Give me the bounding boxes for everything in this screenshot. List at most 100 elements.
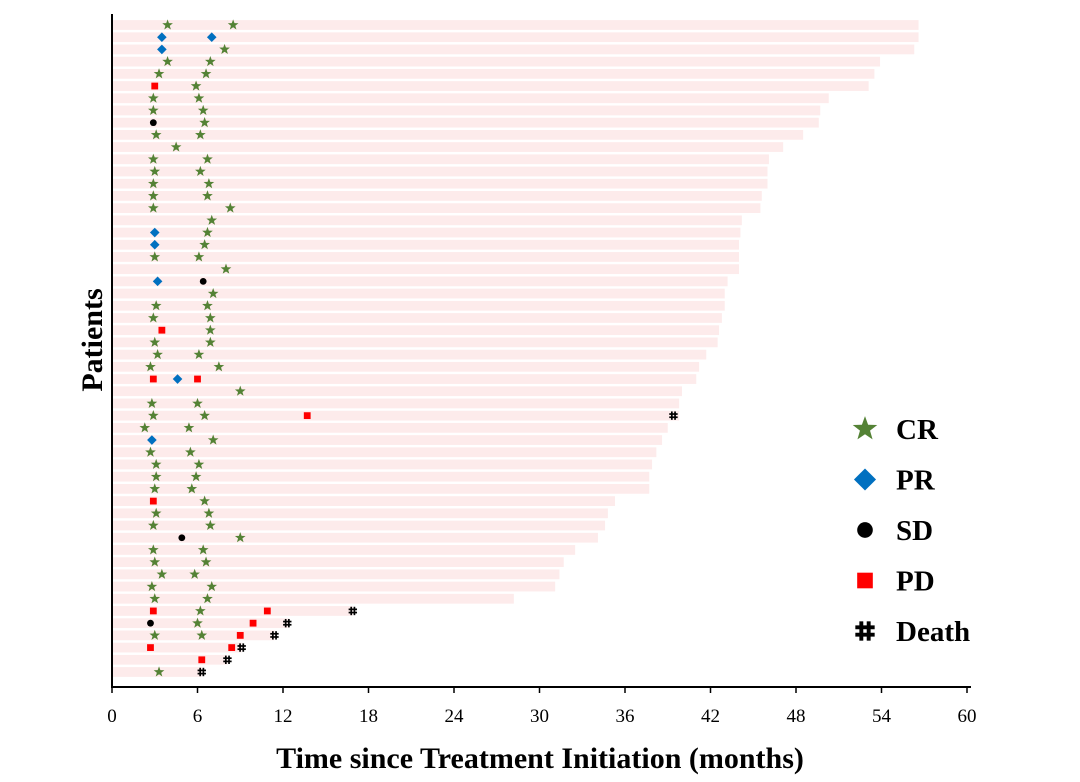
patient-bar: [113, 203, 761, 213]
event-marker-pd: [158, 326, 166, 334]
legend: CR PR SD PD Death: [852, 414, 970, 648]
event-marker-sd: [178, 534, 186, 542]
event-marker-cr: [203, 178, 215, 189]
event-marker-cr: [224, 202, 236, 213]
patient-bar: [113, 252, 739, 262]
event-marker-cr: [146, 580, 158, 592]
x-tick-label: 12: [274, 706, 293, 727]
event-marker-cr: [190, 80, 202, 91]
event-marker-cr: [227, 19, 239, 30]
patient-bar: [113, 300, 725, 311]
axes-layer: 0 6 12 18 24 30 36 42 48 54 60: [107, 14, 977, 727]
event-marker-cr: [202, 190, 213, 201]
event-marker-cr: [148, 544, 159, 555]
event-marker-pd: [263, 607, 271, 615]
event-marker-cr: [220, 263, 232, 274]
event-marker-pd: [147, 644, 154, 651]
legend-item-cr: CR: [852, 414, 939, 446]
event-marker-cr: [199, 410, 210, 421]
patient-bar: [113, 410, 680, 421]
patient-bar: [113, 496, 616, 506]
patient-bar: [113, 154, 769, 165]
x-tick-label: 18: [359, 706, 378, 727]
event-marker-cr: [148, 202, 159, 213]
event-marker-cr: [148, 92, 159, 103]
event-marker-cr: [153, 68, 165, 79]
event-marker-sd: [149, 119, 157, 127]
event-marker-cr: [205, 336, 216, 347]
event-marker-cr: [202, 593, 213, 604]
event-marker-cr: [148, 104, 159, 115]
event-marker-pd: [149, 375, 157, 383]
event-marker-cr: [193, 92, 205, 103]
legend-item-death: Death: [855, 616, 970, 648]
event-marker-cr: [150, 471, 162, 482]
event-marker-pd: [149, 497, 157, 505]
patient-bar: [113, 20, 919, 30]
event-marker-cr: [192, 397, 203, 408]
patient-bar: [113, 264, 739, 275]
event-marker-cr: [199, 117, 210, 128]
event-marker-pr: [172, 374, 183, 384]
x-tick-label: 54: [872, 706, 892, 727]
patient-bar: [113, 239, 739, 250]
event-marker-cr: [196, 629, 208, 640]
event-marker-pr: [152, 276, 163, 287]
patient-bar: [113, 68, 875, 79]
x-ticks: 0 6 12 18 24 30 36 42 48 54 60: [107, 687, 977, 727]
legend-label: CR: [896, 414, 939, 446]
patient-bar: [113, 581, 556, 592]
event-marker-cr: [146, 397, 158, 408]
event-marker-cr: [145, 446, 156, 457]
event-marker-cr: [219, 43, 230, 54]
event-marker-cr: [148, 178, 159, 189]
patient-bar: [113, 545, 576, 555]
event-marker-death: [348, 606, 358, 616]
legend-marker-pd: [857, 572, 873, 589]
legend-item-pd: PD: [857, 566, 935, 598]
event-marker-cr: [234, 532, 246, 543]
patient-bar: [113, 93, 829, 104]
patient-bar: [113, 349, 707, 360]
event-marker-cr: [205, 324, 216, 335]
event-marker-cr: [148, 153, 159, 164]
patient-bar: [113, 386, 682, 397]
event-marker-cr: [195, 129, 206, 140]
event-marker-death: [223, 655, 232, 664]
event-marker-cr: [200, 68, 212, 79]
patient-bar: [113, 227, 741, 238]
event-marker-cr: [149, 336, 161, 347]
event-marker-cr: [202, 226, 213, 238]
event-marker-cr: [149, 251, 161, 262]
event-marker-cr: [205, 56, 216, 67]
event-marker-cr: [170, 141, 182, 152]
legend-marker-death: [855, 621, 875, 641]
event-marker-pr: [149, 227, 160, 238]
x-axis-title: Time since Treatment Initiation (months): [276, 742, 804, 775]
patient-bar: [113, 215, 742, 226]
event-marker-cr: [149, 629, 161, 640]
legend-label: Death: [896, 616, 970, 648]
event-marker-cr: [183, 422, 195, 433]
patient-bar: [113, 337, 718, 348]
bars-layer: [113, 20, 919, 677]
event-marker-cr: [145, 361, 156, 372]
event-marker-cr: [193, 251, 205, 262]
event-marker-pd: [194, 375, 201, 383]
patient-bar: [113, 313, 722, 323]
event-marker-cr: [197, 544, 209, 555]
x-tick-label: 48: [787, 706, 806, 727]
event-marker-cr: [193, 349, 205, 360]
event-marker-cr: [197, 104, 209, 115]
patient-bar: [113, 142, 784, 152]
event-marker-cr: [207, 287, 219, 299]
x-tick-label: 30: [530, 706, 549, 727]
event-marker-cr: [202, 300, 213, 311]
patient-bar: [113, 374, 697, 384]
patient-bar: [113, 435, 663, 445]
x-tick-label: 24: [445, 706, 465, 727]
patient-bar: [113, 508, 608, 519]
patient-bar: [113, 191, 762, 201]
